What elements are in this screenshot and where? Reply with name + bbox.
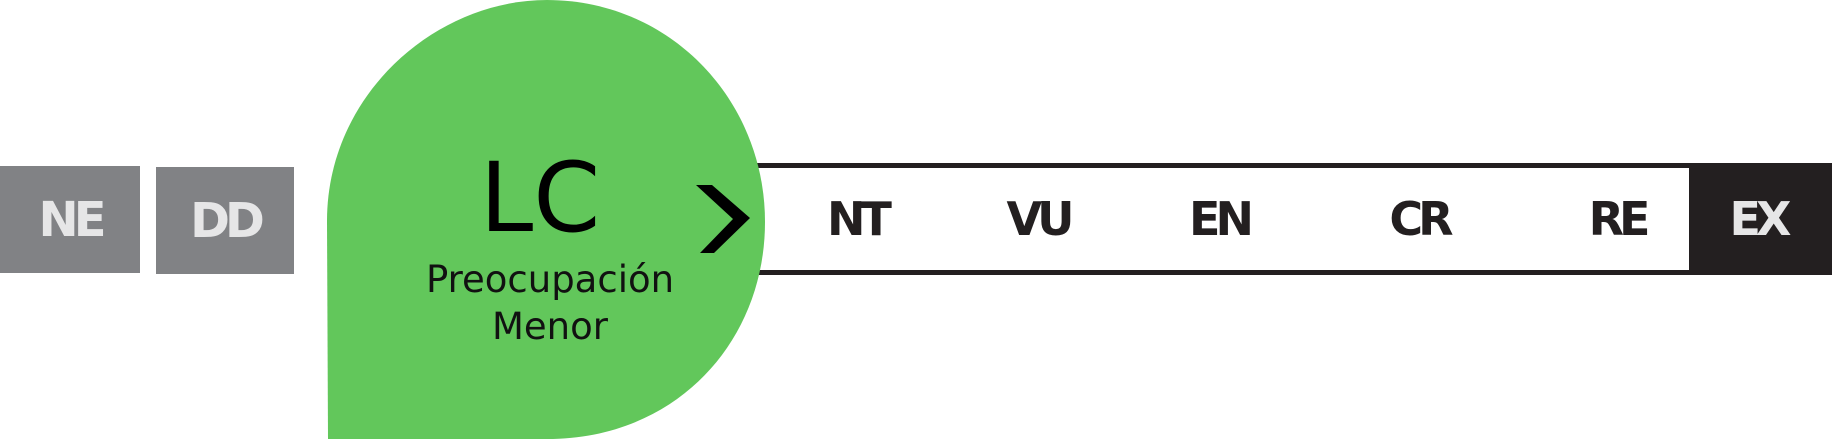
- highlight-name-line1: Preocupación: [425, 258, 675, 301]
- category-ne-label: NE: [38, 191, 107, 248]
- status-scale-bar: NT VU EN CR RE EX: [740, 163, 1832, 275]
- highlight-name: Preocupación Menor: [400, 256, 700, 350]
- highlight-name-line2: Menor: [492, 305, 608, 348]
- category-re-label: RE: [1588, 192, 1651, 246]
- category-cr-label: CR: [1389, 192, 1453, 246]
- category-vu-label: VU: [1006, 192, 1075, 246]
- category-en-label: EN: [1189, 192, 1254, 246]
- category-ex-box: EX: [1689, 168, 1827, 270]
- category-nt-label: NT: [827, 192, 892, 246]
- lc-drop: [327, 0, 765, 439]
- category-ex-label: EX: [1729, 192, 1792, 246]
- category-dd-box: DD: [156, 167, 294, 274]
- category-ne-box: NE: [0, 166, 140, 273]
- chevron-right-icon: [696, 185, 750, 253]
- category-dd-label: DD: [190, 192, 265, 249]
- highlight-code: LC: [479, 142, 601, 254]
